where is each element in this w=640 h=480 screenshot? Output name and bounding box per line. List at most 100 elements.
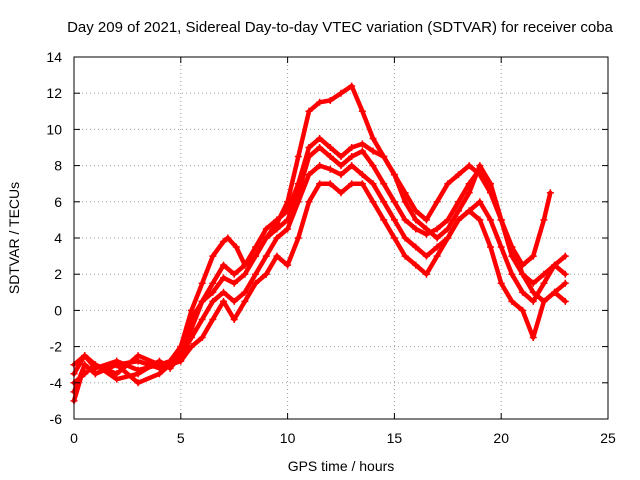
data-point-marker [540, 270, 548, 278]
data-point-marker [326, 96, 334, 104]
data-point-marker [241, 288, 249, 296]
data-point-marker [497, 243, 505, 251]
data-point-marker [224, 234, 232, 242]
y-tick-label: 10 [46, 121, 62, 137]
y-tick-label: 4 [54, 230, 62, 246]
data-point-marker [561, 252, 569, 260]
x-tick-label: 0 [70, 430, 78, 446]
data-point-marker [305, 107, 313, 115]
data-point-marker [519, 288, 527, 296]
series-line [71, 145, 568, 377]
data-point-marker [412, 207, 420, 215]
data-point-marker [252, 252, 260, 260]
data-point-marker [422, 216, 430, 224]
data-point-marker [390, 216, 398, 224]
data-point-marker [529, 297, 537, 305]
data-point-marker [316, 98, 324, 106]
data-point-marker [454, 198, 462, 206]
data-point-marker [273, 252, 281, 260]
data-point-marker [262, 234, 270, 242]
data-point-marker [198, 279, 206, 287]
data-point-marker [113, 361, 121, 369]
data-point-marker [155, 357, 163, 365]
data-series-group [70, 82, 569, 405]
data-point-marker [187, 334, 195, 342]
y-tick-label: -4 [50, 375, 63, 391]
data-point-marker [412, 216, 420, 224]
data-point-marker [529, 288, 537, 296]
data-point-marker [209, 315, 217, 323]
data-point-marker [134, 379, 142, 387]
data-point-marker [401, 252, 409, 260]
data-point-marker [519, 270, 527, 278]
data-point-marker [262, 225, 270, 233]
data-point-marker [540, 297, 548, 305]
data-point-marker [252, 243, 260, 251]
data-point-marker [305, 198, 313, 206]
data-point-marker [134, 352, 142, 360]
data-point-marker [508, 243, 516, 251]
data-point-marker [454, 216, 462, 224]
y-tick-label: 6 [54, 194, 62, 210]
data-point-marker [220, 297, 228, 305]
data-point-marker [348, 180, 356, 188]
y-tick-label: 12 [46, 85, 62, 101]
y-tick-label: -2 [50, 339, 63, 355]
data-point-marker [241, 261, 249, 269]
data-point-marker [294, 198, 302, 206]
data-point-marker [232, 243, 240, 251]
data-point-marker [369, 180, 377, 188]
data-point-marker [476, 165, 484, 173]
data-point-marker [91, 370, 99, 378]
data-point-marker [326, 165, 334, 173]
data-point-marker [273, 216, 281, 224]
data-point-marker [305, 144, 313, 151]
data-point-marker [348, 144, 356, 151]
data-point-marker [540, 279, 548, 287]
data-point-marker [529, 279, 537, 287]
data-point-marker [380, 216, 388, 224]
data-point-marker [230, 279, 238, 287]
data-point-marker [529, 252, 537, 260]
data-point-marker [412, 261, 420, 269]
data-point-marker [209, 297, 217, 305]
y-tick-labels: -6 -4 -2 0 2 4 6 8 10 12 14 [46, 49, 62, 427]
data-point-marker [358, 147, 366, 155]
x-tick-label: 5 [177, 430, 185, 446]
data-point-marker [316, 134, 324, 142]
data-point-marker [551, 288, 559, 296]
data-point-marker [390, 198, 398, 206]
data-point-marker [230, 270, 238, 278]
data-point-marker [380, 180, 388, 188]
data-point-marker [262, 270, 270, 278]
y-tick-label: -6 [50, 411, 63, 427]
x-tick-labels: 0 5 10 15 20 25 [70, 430, 616, 446]
data-point-marker [294, 153, 302, 161]
data-point-marker [337, 171, 345, 179]
data-point-marker [209, 252, 217, 260]
data-point-marker [390, 234, 398, 242]
data-point-marker [284, 225, 292, 233]
data-point-marker [401, 234, 409, 242]
data-point-marker [177, 357, 185, 365]
series-line [71, 163, 568, 386]
data-point-marker [326, 153, 334, 161]
x-tick-label: 15 [387, 430, 403, 446]
chart-title: Day 209 of 2021, Sidereal Day-to-day VTE… [67, 19, 613, 36]
data-point-marker [81, 361, 89, 369]
data-point-marker [508, 270, 516, 278]
data-point-marker [444, 180, 452, 188]
data-point-marker [241, 270, 249, 278]
data-point-marker [337, 153, 345, 161]
y-tick-label: 8 [54, 158, 62, 174]
data-point-marker [252, 270, 260, 278]
data-point-marker [337, 189, 345, 197]
data-point-marker [316, 180, 324, 188]
data-point-marker [187, 315, 195, 323]
data-point-marker [444, 216, 452, 224]
data-point-marker [433, 243, 441, 251]
data-point-marker [220, 238, 228, 246]
data-point-marker [209, 288, 217, 296]
data-point-marker [230, 315, 238, 323]
data-point-marker [198, 334, 206, 342]
